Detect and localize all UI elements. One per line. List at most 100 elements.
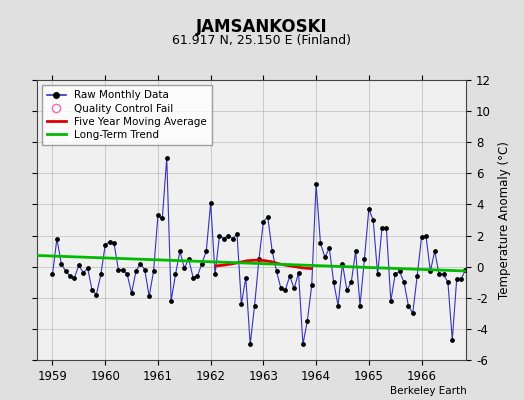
Point [352, 248, 360, 254]
Point [233, 231, 241, 237]
Point [136, 260, 145, 267]
Point [101, 242, 110, 248]
Point [206, 200, 215, 206]
Point [334, 302, 342, 309]
Point [189, 274, 198, 281]
Point [400, 279, 408, 286]
Point [167, 298, 176, 304]
Point [321, 254, 329, 260]
Point [330, 279, 338, 286]
Point [96, 271, 105, 278]
Point [184, 256, 193, 262]
Point [123, 271, 132, 278]
Point [387, 298, 395, 304]
Point [409, 310, 417, 316]
Point [88, 287, 96, 293]
Point [176, 248, 184, 254]
Point [193, 273, 202, 279]
Point [140, 266, 149, 273]
Point [105, 238, 114, 245]
Point [118, 266, 127, 273]
Point [250, 302, 259, 309]
Point [356, 302, 364, 309]
Point [435, 271, 443, 278]
Point [417, 234, 425, 240]
Point [294, 270, 303, 276]
Point [255, 256, 263, 262]
Point [339, 260, 347, 267]
Point [211, 271, 219, 278]
Point [149, 268, 158, 274]
Legend: Raw Monthly Data, Quality Control Fail, Five Year Moving Average, Long-Term Tren: Raw Monthly Data, Quality Control Fail, … [42, 85, 212, 145]
Y-axis label: Temperature Anomaly (°C): Temperature Anomaly (°C) [498, 141, 511, 299]
Point [264, 214, 272, 220]
Point [132, 268, 140, 274]
Point [422, 232, 430, 239]
Point [404, 302, 412, 309]
Point [316, 240, 325, 246]
Point [361, 256, 369, 262]
Point [281, 287, 290, 293]
Point [461, 266, 470, 273]
Point [439, 271, 447, 278]
Point [299, 341, 307, 348]
Point [426, 268, 434, 274]
Point [180, 265, 189, 272]
Point [312, 181, 320, 188]
Point [70, 274, 79, 281]
Point [237, 301, 246, 307]
Point [378, 224, 386, 231]
Point [114, 266, 123, 273]
Point [268, 248, 276, 254]
Point [325, 245, 333, 251]
Point [369, 217, 377, 223]
Point [57, 260, 66, 267]
Point [448, 336, 456, 343]
Point [457, 276, 465, 282]
Point [303, 318, 311, 324]
Point [343, 287, 351, 293]
Point [66, 273, 74, 279]
Point [171, 271, 180, 278]
Point [246, 341, 254, 348]
Point [286, 273, 294, 279]
Point [396, 268, 404, 274]
Text: 61.917 N, 25.150 E (Finland): 61.917 N, 25.150 E (Finland) [172, 34, 352, 47]
Point [290, 285, 298, 292]
Point [198, 260, 206, 267]
Point [308, 282, 316, 288]
Point [220, 236, 228, 242]
Point [79, 270, 88, 276]
Point [162, 154, 171, 161]
Point [365, 206, 373, 212]
Point [202, 248, 211, 254]
Point [382, 224, 390, 231]
Point [224, 232, 233, 239]
Point [277, 285, 285, 292]
Point [431, 248, 439, 254]
Point [413, 273, 421, 279]
Text: Berkeley Earth: Berkeley Earth [390, 386, 466, 396]
Point [61, 268, 70, 274]
Point [154, 212, 162, 218]
Point [92, 292, 101, 298]
Point [272, 268, 281, 274]
Point [74, 262, 83, 268]
Point [83, 265, 92, 272]
Point [259, 218, 268, 225]
Point [48, 271, 57, 278]
Point [391, 271, 399, 278]
Point [145, 293, 154, 300]
Text: JAMSANKOSKI: JAMSANKOSKI [196, 18, 328, 36]
Point [444, 279, 452, 286]
Point [110, 240, 118, 246]
Point [242, 274, 250, 281]
Point [127, 290, 136, 296]
Point [453, 276, 461, 282]
Point [347, 279, 355, 286]
Point [53, 236, 61, 242]
Point [158, 215, 167, 222]
Point [215, 232, 224, 239]
Point [374, 271, 382, 278]
Point [228, 236, 237, 242]
